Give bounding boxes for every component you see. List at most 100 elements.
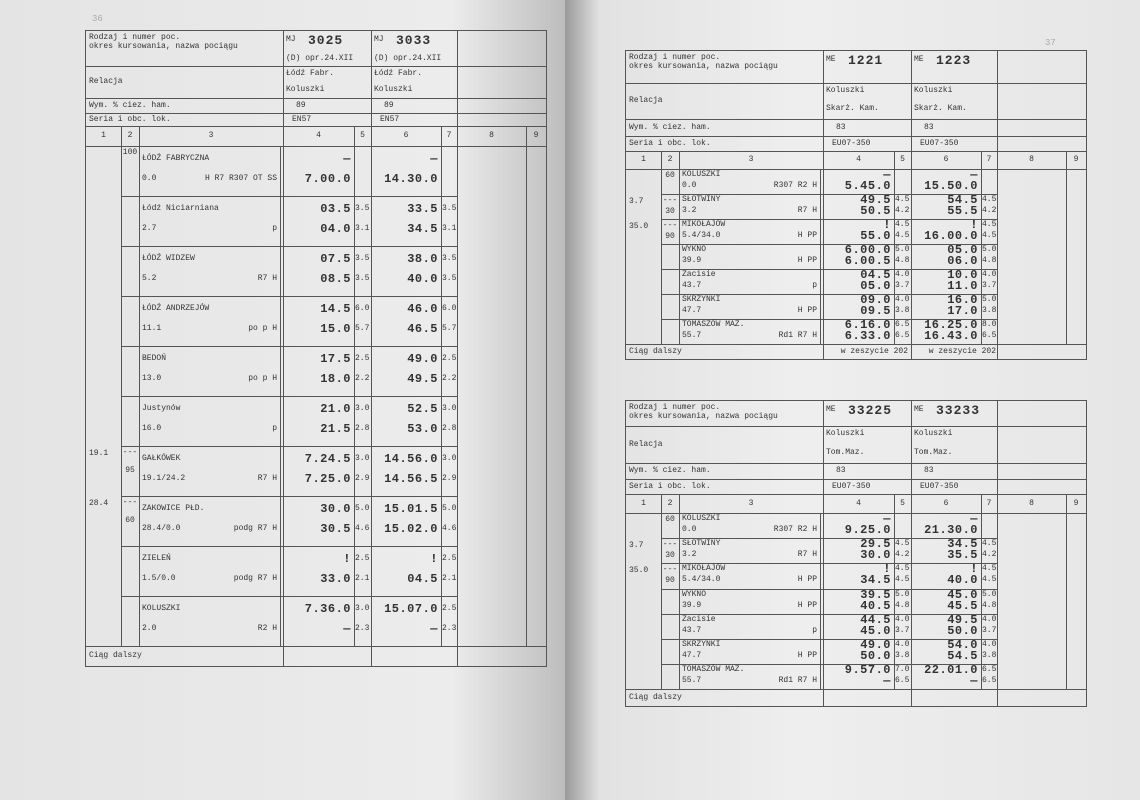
arrival-time: 15.07.0 — [384, 602, 438, 616]
running-time: 2.8 — [355, 424, 370, 433]
running-time: 3.1 — [355, 224, 370, 233]
station-km: 0.0 — [142, 174, 157, 183]
departure-time: 45.0 — [860, 623, 891, 638]
rule — [371, 126, 372, 646]
rule — [121, 446, 457, 447]
station-notes: H PP — [797, 306, 817, 315]
running-time: 4.5 — [982, 564, 997, 574]
station-km: 0.0 — [682, 525, 697, 534]
station-km: 43.7 — [682, 281, 702, 290]
running-time: 4.5 — [982, 575, 997, 585]
arrival-time: 14.56.0 — [384, 452, 438, 466]
line-code: 60 — [125, 516, 135, 525]
train-relation: Tom.Maz. — [914, 447, 953, 457]
rule — [626, 463, 1086, 464]
line-code: --- — [122, 448, 138, 457]
arrival-time: — — [883, 168, 891, 182]
running-time: 6.5 — [982, 331, 997, 340]
train-brake: 89 — [384, 100, 394, 110]
station-notes: p — [272, 424, 277, 433]
train-relation: Koluszki — [826, 429, 865, 438]
rule — [457, 126, 458, 646]
departure-time: 04.5 — [407, 572, 438, 586]
column-number: 8 — [1029, 155, 1034, 164]
rule — [626, 151, 1086, 152]
rule — [626, 513, 1086, 514]
arrival-time: 10.0 — [947, 268, 978, 282]
column-number: 1 — [101, 131, 106, 140]
header-label: okres kursowania, nazwa pociągu — [629, 412, 778, 421]
departure-time: 17.0 — [947, 304, 978, 318]
running-time: 2.8 — [442, 424, 457, 433]
rule — [997, 401, 998, 494]
departure-time: 14.56.5 — [384, 472, 438, 486]
arrival-time: 39.5 — [860, 587, 891, 602]
running-time: 3.8 — [895, 306, 910, 315]
running-time: 4.5 — [895, 539, 910, 549]
station-km: 43.7 — [682, 625, 702, 635]
rule — [86, 146, 546, 147]
page-number: 37 — [1045, 38, 1056, 48]
station-name: WYKNO — [682, 589, 707, 599]
column-number: 7 — [986, 155, 992, 164]
train-number: 33233 — [936, 403, 981, 418]
column-number: 9 — [533, 131, 539, 140]
rule — [661, 538, 997, 540]
station-notes: H PP — [797, 575, 817, 585]
column-number: 7 — [986, 498, 992, 508]
running-time: 4.2 — [982, 206, 997, 215]
departure-time: — — [343, 622, 351, 636]
departure-time: 6.33.0 — [844, 329, 891, 343]
station-km: 5.2 — [142, 274, 157, 283]
running-time: 3.7 — [895, 281, 910, 290]
station-name: KOLUSZKI — [142, 604, 181, 613]
line-code: 100 — [122, 148, 138, 157]
train-brake: 83 — [836, 466, 846, 475]
station-name: Justynów — [142, 404, 181, 413]
rule — [661, 639, 997, 640]
train-kind: ME — [826, 55, 836, 64]
column-number: 5 — [900, 155, 905, 164]
departure-time: 50.0 — [860, 649, 891, 663]
loco-label: Seria i obc. lok. — [89, 114, 171, 124]
relation-label: Relacja — [89, 77, 123, 86]
running-time: 5.7 — [355, 324, 370, 333]
km-total: 35.0 — [629, 222, 649, 231]
rule — [86, 98, 546, 99]
arrival-time: 29.5 — [860, 537, 891, 552]
running-time: 4.6 — [442, 524, 457, 533]
departure-time: 6.00.5 — [844, 254, 891, 268]
arrival-time: — — [343, 152, 351, 166]
running-time: 4.0 — [982, 640, 997, 649]
station-notes: Rd1 R7 H — [778, 331, 817, 340]
arrival-time: 22.01.0 — [924, 663, 978, 678]
arrival-time: 46.0 — [407, 302, 438, 316]
rule — [1066, 494, 1067, 690]
station-notes: podg R7 H — [233, 574, 277, 583]
departure-time: 15.02.0 — [384, 522, 438, 536]
column-number: 9 — [1073, 155, 1079, 164]
running-time: 2.5 — [442, 604, 457, 613]
rule — [86, 646, 546, 647]
rule — [911, 151, 912, 344]
train-loco: EN57 — [292, 114, 312, 124]
rule — [997, 494, 998, 690]
line-code: 90 — [665, 232, 675, 241]
column-number: 8 — [1029, 498, 1034, 508]
train-relation: Koluszki — [286, 85, 325, 94]
departure-time: 50.0 — [947, 623, 978, 638]
train-loco: EU07-350 — [832, 138, 871, 148]
rule — [661, 494, 662, 690]
station-name: SKRZYNKI — [682, 295, 721, 304]
km-total: 28.4 — [89, 499, 109, 508]
rule — [626, 136, 1086, 137]
train-continuation: w zeszycie 202 — [928, 346, 996, 356]
station-name: ŁÓDŹ FABRYCZNA — [142, 154, 210, 163]
arrival-time: ! — [430, 552, 438, 566]
running-time: 4.8 — [895, 600, 910, 610]
column-number: 5 — [900, 498, 905, 508]
rule — [526, 126, 527, 646]
running-time: 2.5 — [442, 354, 457, 363]
running-time: 5.0 — [982, 589, 997, 599]
station-name: TOMASZÓW MAZ. — [682, 665, 745, 675]
